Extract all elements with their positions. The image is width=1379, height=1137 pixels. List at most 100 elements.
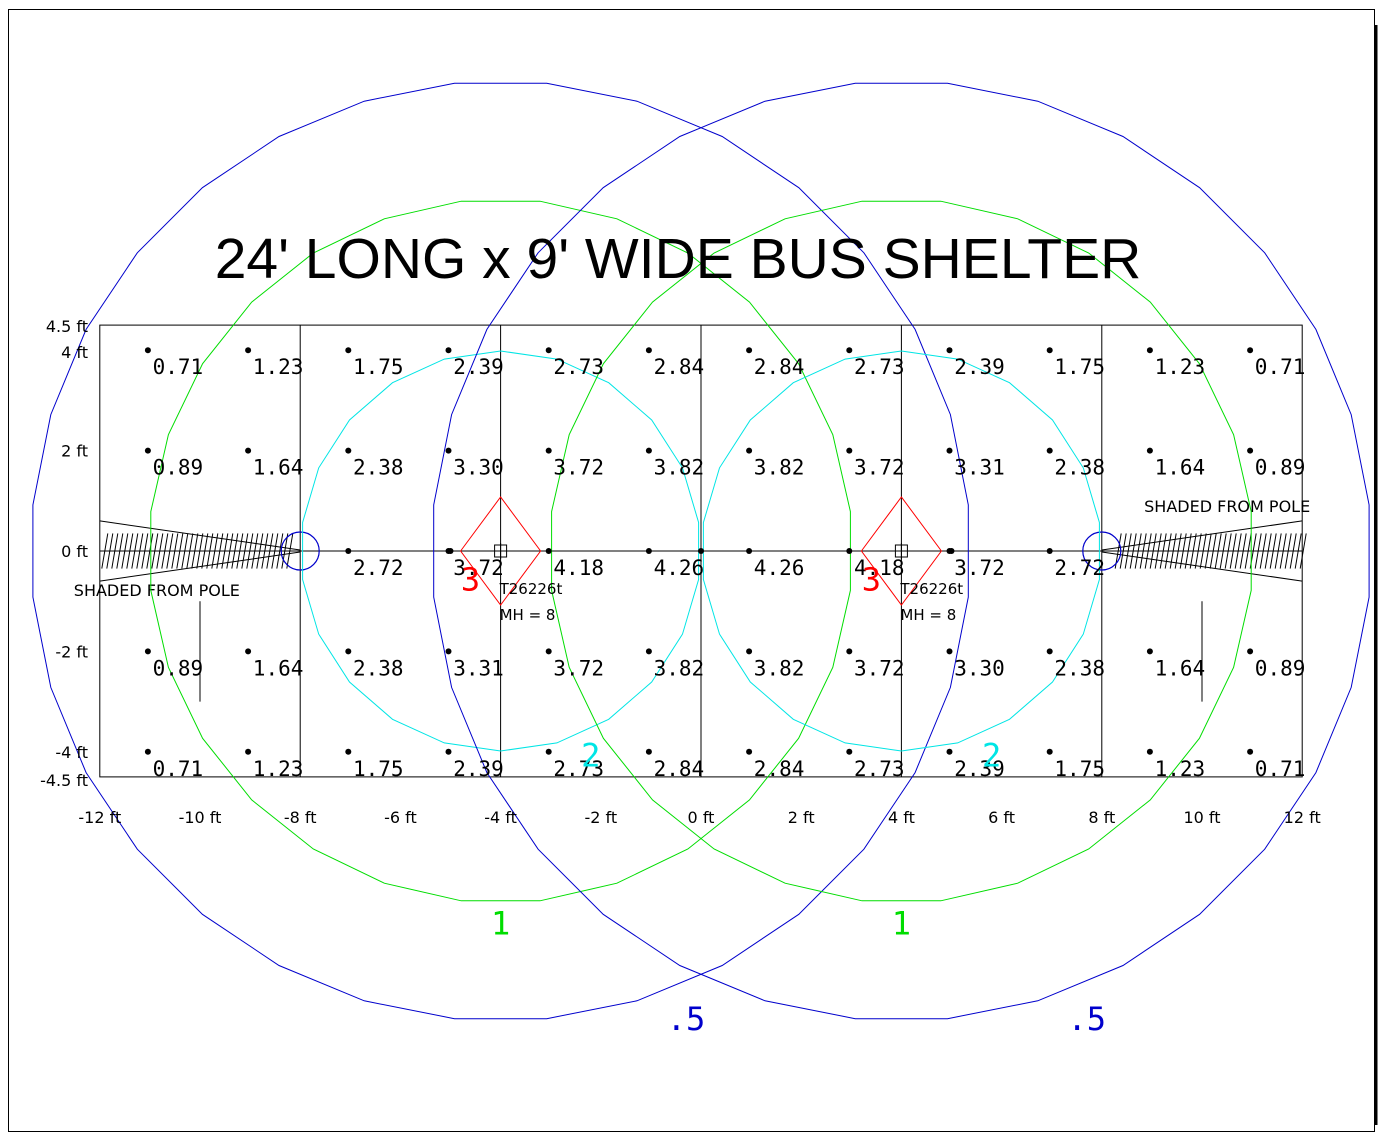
shadow-edge (99, 520, 301, 551)
calc-value: 3.82 (754, 456, 805, 480)
shadow-hatch (1219, 533, 1227, 569)
calc-point (245, 447, 252, 454)
shadow-hatch (1149, 533, 1157, 569)
shadow-hatch (1194, 533, 1202, 569)
shade-label: SHADED FROM POLE (74, 581, 240, 600)
calc-value: 1.23 (1155, 355, 1206, 379)
calc-point (946, 648, 953, 655)
x-axis-label: 0 ft (688, 808, 715, 827)
calc-value: 1.23 (253, 757, 304, 781)
x-axis-label: -12 ft (78, 808, 121, 827)
calc-value: 2.72 (353, 556, 404, 580)
calc-point (846, 548, 853, 554)
calc-value: 2.39 (453, 757, 504, 781)
shadow-hatch (1299, 533, 1307, 569)
calc-point (1247, 447, 1254, 454)
calc-value: 0.89 (1255, 456, 1306, 480)
x-axis-label: -6 ft (384, 808, 417, 827)
shadow-hatch (156, 533, 164, 569)
luminaires: T26226t MH = 8 T26226t MH = 8 (492, 543, 963, 624)
axis-labels: -12 ft -10 ft -8 ft -6 ft -4 ft -2 ft 0 ft 2 ft… (40, 317, 1321, 827)
shadow-hatch (226, 533, 234, 569)
shadow-hatch (256, 533, 264, 569)
calc-value: 4.26 (654, 556, 705, 580)
contour-labels: 3 3 2 2 1 1 .5 .5 (461, 561, 1106, 1038)
shadow-hatch (1119, 533, 1127, 569)
calc-value: 1.23 (1155, 757, 1206, 781)
calc-point (545, 347, 552, 354)
shadow-hatch (1179, 533, 1187, 569)
calc-point (545, 447, 552, 454)
x-axis-label: -2 ft (584, 808, 617, 827)
shadow-hatch (1204, 533, 1212, 569)
calc-value: 3.72 (553, 456, 604, 480)
y-axis-label: -4 ft (55, 743, 88, 762)
shadow-hatch (231, 533, 239, 569)
calc-value: 1.23 (253, 355, 304, 379)
calc-point (445, 447, 452, 454)
shadow-hatch (1169, 533, 1177, 569)
calc-point (144, 648, 151, 655)
y-axis-label: -4.5 ft (40, 771, 88, 790)
calc-value: 2.73 (854, 355, 905, 379)
shadow-hatch (266, 533, 274, 569)
luminaire-name: T26226t (899, 580, 963, 598)
shadow-hatch (276, 533, 284, 569)
calc-point (645, 748, 652, 755)
shadow-hatch (131, 533, 139, 569)
contour-value-label: 1 (892, 904, 911, 942)
calc-point (846, 347, 853, 354)
calc-point (1046, 347, 1053, 354)
contour-0.5 (433, 82, 1370, 1020)
y-axis-label: 4.5 ft (46, 317, 88, 336)
contour-value-label: 1 (491, 904, 510, 942)
calc-point (645, 347, 652, 354)
calc-value: 2.84 (754, 355, 805, 379)
shadow-hatch (111, 533, 119, 569)
calc-point (1046, 648, 1053, 655)
shadow-hatch (1269, 533, 1277, 569)
calc-value: 2.84 (654, 355, 705, 379)
calc-point (545, 548, 552, 554)
calc-point (645, 648, 652, 655)
y-axis-label: 0 ft (61, 542, 88, 561)
calc-point (746, 548, 753, 554)
calc-value: 3.72 (854, 656, 905, 680)
calc-value: 1.64 (253, 456, 304, 480)
calc-value: 2.38 (1054, 656, 1105, 680)
calc-point (144, 748, 151, 755)
calc-value: 1.75 (353, 757, 404, 781)
calc-value: 2.38 (1054, 456, 1105, 480)
calc-point (645, 447, 652, 454)
calc-point (846, 648, 853, 655)
shadow-hatch (1229, 533, 1237, 569)
calc-value: 3.82 (654, 656, 705, 680)
calc-point (345, 648, 352, 655)
x-axis-label: 10 ft (1183, 808, 1220, 827)
shadow-hatch (1264, 533, 1272, 569)
calc-value: 0.89 (153, 456, 204, 480)
calc-value: 2.73 (553, 355, 604, 379)
contour-value-label: .5 (1068, 1000, 1107, 1038)
contour-value-label: .5 (667, 1000, 706, 1038)
calc-value: 0.71 (153, 355, 204, 379)
shadow-hatch (1259, 533, 1267, 569)
shadow-hatch (251, 533, 259, 569)
shadow-hatch (1199, 533, 1207, 569)
iso-contours (32, 82, 1370, 1020)
calc-point (1247, 347, 1254, 354)
luminaire-mounting-height: MH = 8 (900, 606, 956, 624)
shadow-hatch (241, 533, 249, 569)
luminaire-mounting-height: MH = 8 (500, 606, 556, 624)
contour-3 (860, 496, 943, 606)
x-axis-label: -10 ft (179, 808, 222, 827)
calc-point (846, 447, 853, 454)
calc-point (946, 447, 953, 454)
shadow-hatch (161, 533, 169, 569)
calc-point (445, 748, 452, 755)
calc-value: 3.31 (954, 456, 1005, 480)
calc-value: 2.72 (1054, 556, 1105, 580)
pole-icon (1082, 531, 1122, 571)
calc-value: 2.38 (353, 456, 404, 480)
shadow-hatch (1189, 533, 1197, 569)
